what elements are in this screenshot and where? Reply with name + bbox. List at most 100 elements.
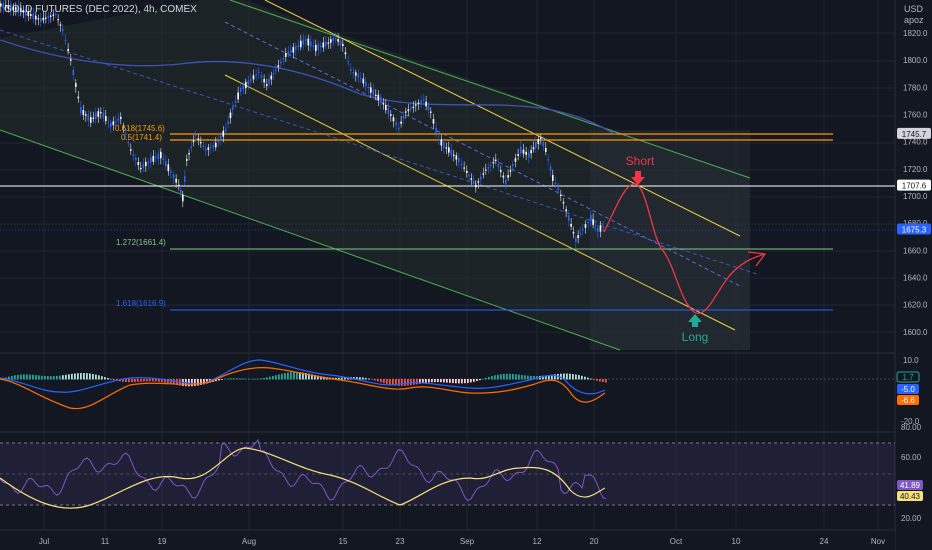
price-axis-tick: 1620.0 xyxy=(903,301,928,310)
macd-histogram-bar xyxy=(278,374,280,380)
candle-body xyxy=(37,18,40,20)
candle-body xyxy=(167,164,170,172)
candle-body xyxy=(47,15,50,19)
macd-histogram-bar xyxy=(500,374,502,380)
candle-body xyxy=(170,171,172,173)
macd-histogram-bar xyxy=(371,379,373,380)
candle-body xyxy=(247,80,250,85)
symbol-title[interactable]: GOLD FUTURES (DEC 2022), 4h, COMEX xyxy=(4,4,197,15)
candle-body xyxy=(147,161,150,164)
macd-histogram-bar xyxy=(206,379,208,384)
candle-body xyxy=(40,18,42,22)
macd-histogram-bar xyxy=(365,377,367,380)
projection-path[interactable] xyxy=(603,183,766,315)
candle-body xyxy=(344,52,347,55)
macd-histogram-bar xyxy=(416,379,418,385)
macd-histogram-bar xyxy=(275,375,277,380)
short-label[interactable]: Short xyxy=(626,154,655,168)
macd-histogram-bar xyxy=(383,379,385,384)
candle-body xyxy=(292,47,295,53)
macd-histogram-bar xyxy=(314,374,316,380)
candle-body xyxy=(554,183,557,185)
macd-histogram-bar xyxy=(110,378,112,380)
currency-label: USD apoz xyxy=(904,4,924,26)
macd-histogram-bar xyxy=(131,379,133,383)
macd-histogram-bar xyxy=(290,372,292,380)
price-axis-tick: 1640.0 xyxy=(903,273,928,282)
time-axis-tick: Aug xyxy=(242,537,256,546)
candle-body xyxy=(107,121,110,123)
short-arrow-icon[interactable] xyxy=(631,171,645,185)
candle-body xyxy=(415,104,417,106)
macd-histogram-bar xyxy=(521,374,523,380)
price-axis-tick: 1820.0 xyxy=(903,29,928,38)
candle-body xyxy=(300,40,302,48)
macd-histogram-bar xyxy=(152,379,154,382)
long-label[interactable]: Long xyxy=(682,330,709,344)
macd-histogram-bar xyxy=(494,375,496,380)
candle-body xyxy=(205,149,207,151)
candle-body xyxy=(25,9,27,16)
candle-body xyxy=(372,89,375,96)
macd-histogram-bar xyxy=(389,379,391,385)
macd-histogram-bar xyxy=(134,379,136,383)
price-axis[interactable] xyxy=(896,0,932,550)
candle-body xyxy=(560,194,562,197)
candle-body xyxy=(410,107,412,110)
candle-body xyxy=(412,106,415,108)
channel-lower-yellow[interactable] xyxy=(224,74,736,331)
candle-body xyxy=(417,102,420,105)
macd-histogram-bar xyxy=(542,375,544,380)
macd-histogram-bar xyxy=(497,374,499,380)
macd-histogram-bar xyxy=(218,379,220,381)
macd-histogram-bar xyxy=(41,375,43,380)
macd-histogram-bar xyxy=(299,372,301,380)
time-axis[interactable] xyxy=(0,531,895,550)
price-badge xyxy=(897,127,931,139)
macd-histogram-bar xyxy=(263,377,265,380)
price-badge xyxy=(897,179,931,191)
channel-lower-green[interactable] xyxy=(0,129,621,351)
channel-upper-yellow[interactable] xyxy=(264,0,741,237)
candle-body xyxy=(115,121,117,123)
candle-body xyxy=(542,141,545,147)
candle-body xyxy=(165,160,167,167)
candle-body xyxy=(17,5,20,13)
candle-body xyxy=(480,176,482,180)
candle-body xyxy=(142,164,145,168)
macd-histogram-bar xyxy=(506,373,508,380)
candle-body xyxy=(125,133,127,135)
macd-histogram-bar xyxy=(380,379,382,383)
macd-histogram-bar xyxy=(83,373,85,380)
candlestick-series[interactable] xyxy=(0,0,604,248)
candle-body xyxy=(105,115,107,122)
candle-body xyxy=(200,142,202,144)
candle-body xyxy=(80,106,82,114)
macd-histogram-bar xyxy=(260,378,262,380)
macd-histogram-bar xyxy=(17,374,19,380)
candle-body xyxy=(7,5,10,9)
time-axis-tick: 23 xyxy=(396,537,405,546)
candle-body xyxy=(577,235,579,239)
macd-histogram-bar xyxy=(392,379,394,386)
candle-body xyxy=(295,46,297,50)
scale-mode[interactable]: apoz xyxy=(904,15,924,25)
candle-body xyxy=(0,3,2,7)
macd-histogram-bar xyxy=(599,379,601,382)
candle-body xyxy=(602,226,604,228)
price-grid xyxy=(0,0,895,530)
candle-body xyxy=(545,148,547,152)
channel-upper-green[interactable] xyxy=(229,0,751,179)
candle-body xyxy=(342,43,344,47)
candle-body xyxy=(64,39,67,42)
candle-body xyxy=(582,229,584,231)
candle-body xyxy=(505,179,507,185)
macd-histogram-bar xyxy=(44,375,46,380)
candle-body xyxy=(425,101,427,107)
candle-body xyxy=(67,48,69,52)
time-axis-tick: 12 xyxy=(533,537,542,546)
candle-body xyxy=(365,81,367,87)
long-arrow-icon[interactable] xyxy=(688,314,702,327)
candle-body xyxy=(297,44,300,48)
